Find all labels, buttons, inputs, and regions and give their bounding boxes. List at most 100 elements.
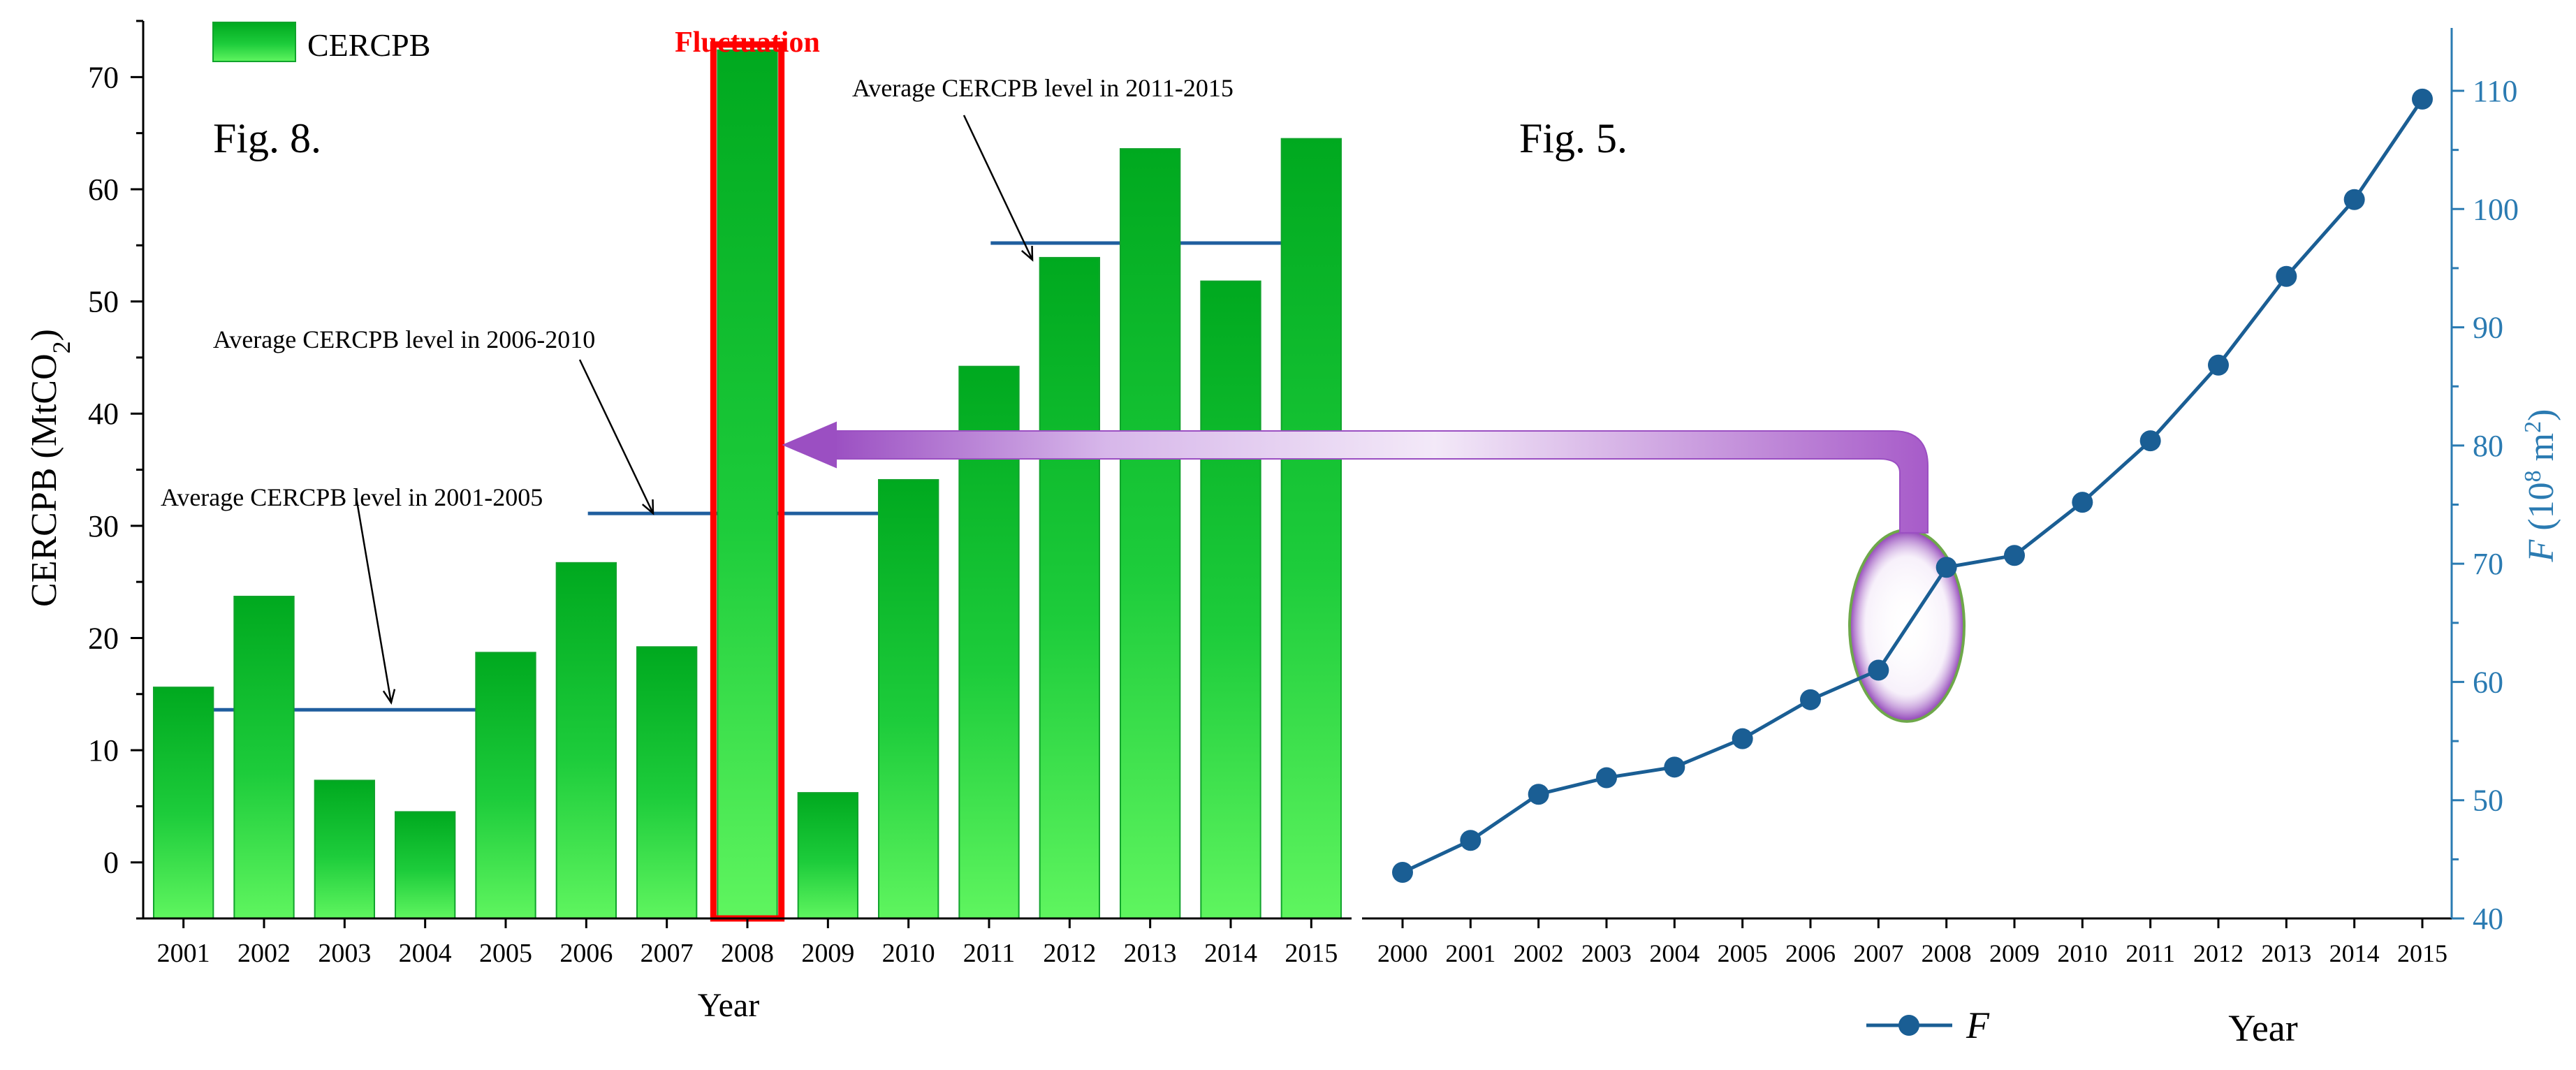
x-tick-label: 2002 <box>1514 939 1564 967</box>
bar-2006 <box>555 562 617 919</box>
x-tick-label: 2006 <box>559 939 613 968</box>
average-pointer <box>963 115 1034 261</box>
y-tick-label: 40 <box>2473 902 2503 936</box>
x-tick-label: 2008 <box>721 939 774 968</box>
average-label-2011-2015: Average CERCPB level in 2011-2015 <box>852 74 1234 102</box>
bar-2013 <box>1119 148 1181 919</box>
series-line-f <box>1401 98 2424 874</box>
x-tick-label: 2011 <box>963 939 1016 968</box>
x-tick-label: 2003 <box>318 939 371 968</box>
x-tick-label: 2003 <box>1581 939 1632 967</box>
x-tick-label: 2002 <box>237 939 291 968</box>
x-tick-label: 2001 <box>1445 939 1495 967</box>
y-tick-label: 10 <box>88 733 119 768</box>
right-x-axis-title: Year <box>2228 1007 2298 1049</box>
average-pointer <box>578 359 654 514</box>
x-tick-label: 2015 <box>2397 939 2447 967</box>
point-2014 <box>2343 189 2365 210</box>
f-line-chart: 2000 2001 2002 2003 2004 2005 2006 2007 2008 2009… <box>1362 28 2561 1049</box>
y-tick-label: 70 <box>88 60 119 94</box>
bar-2007 <box>636 646 698 919</box>
legend-marker <box>1898 1015 1919 1036</box>
average-label-2006-2010: Average CERCPB level in 2006-2010 <box>213 325 595 353</box>
y-tick-label: 80 <box>2473 429 2503 463</box>
x-tick-label: 2012 <box>1043 939 1096 968</box>
point-2013 <box>2276 265 2297 287</box>
point-2000 <box>1392 861 1413 883</box>
average-label-2001-2005: Average CERCPB level in 2001-2005 <box>161 483 543 511</box>
legend-f: F <box>1866 1004 1990 1046</box>
average-pointer-head <box>1021 245 1034 262</box>
y-tick-label: 40 <box>88 397 119 431</box>
left-y-ticks: 0 10 20 30 40 50 60 70 <box>88 20 143 920</box>
y-tick-label: 60 <box>2473 665 2503 699</box>
fluctuation-label: Fluctuation <box>675 27 820 59</box>
fig5-label: Fig. 5. <box>1519 115 1627 161</box>
point-2010 <box>2072 492 2093 513</box>
legend-cercpb: CERCPB <box>212 22 430 63</box>
right-y-ticks: 40 50 60 70 80 90 100 110 <box>2452 74 2519 936</box>
bars <box>152 41 1342 922</box>
legend-label: CERCPB <box>307 27 430 63</box>
y-tick-label: 0 <box>103 846 119 880</box>
x-tick-label: 2013 <box>1124 939 1177 968</box>
fig8-label: Fig. 8. <box>213 115 321 161</box>
x-tick-label: 2009 <box>1989 939 2040 967</box>
x-tick-label: 2007 <box>1853 939 1903 967</box>
left-y-axis-title: CERCPB (MtCO2) <box>24 329 75 607</box>
x-tick-label: 2014 <box>2329 939 2380 967</box>
legend-label-f: F <box>1966 1004 1990 1046</box>
point-2003 <box>1596 767 1617 789</box>
x-tick-label: 2006 <box>1785 939 1836 967</box>
x-tick-label: 2010 <box>882 939 935 968</box>
point-2009 <box>2004 545 2025 566</box>
y-tick-label: 100 <box>2473 192 2519 226</box>
y-tick-label: 110 <box>2473 74 2517 108</box>
x-tick-label: 2012 <box>2193 939 2244 967</box>
point-2004 <box>1664 756 1685 778</box>
point-2001 <box>1460 830 1481 851</box>
bar-2001 <box>152 687 214 919</box>
x-tick-label: 2010 <box>2057 939 2107 967</box>
x-tick-label: 2005 <box>479 939 532 968</box>
x-tick-label: 2009 <box>801 939 854 968</box>
x-tick-label: 2015 <box>1285 939 1338 968</box>
x-tick-label: 2014 <box>1204 939 1257 968</box>
x-tick-label: 2005 <box>1718 939 1768 967</box>
point-2012 <box>2208 354 2229 376</box>
left-x-ticks: 2001 2002 2003 2004 2005 2006 2007 2008 2009 2010… <box>157 918 1338 968</box>
x-tick-label: 2008 <box>1922 939 1972 967</box>
y-tick-label: 70 <box>2473 547 2503 581</box>
point-2002 <box>1528 784 1549 805</box>
x-tick-label: 2013 <box>2261 939 2311 967</box>
point-2006 <box>1800 689 1821 710</box>
y-tick-label: 20 <box>88 621 119 655</box>
bar-2003 <box>314 779 376 920</box>
average-annotations: Average CERCPB level in 2001-2005 Average… <box>161 74 1234 705</box>
average-pointer-head <box>382 689 396 705</box>
point-2007 <box>1868 659 1889 681</box>
y-tick-label: 30 <box>88 509 119 543</box>
right-y-axis-title: F (108 m2) <box>2520 409 2562 563</box>
link-arrow-head <box>782 421 837 469</box>
bar-2010 <box>877 478 939 919</box>
y-tick-label: 90 <box>2473 311 2503 345</box>
average-pointer-head <box>641 499 654 515</box>
bar-2009 <box>797 792 859 919</box>
point-2008 <box>1935 557 1957 578</box>
average-pointer <box>355 497 393 703</box>
bar-2005 <box>475 652 536 919</box>
point-2005 <box>1732 728 1753 749</box>
left-x-axis-title: Year <box>698 987 759 1024</box>
x-tick-label: 2001 <box>157 939 210 968</box>
right-x-ticks: 2000 2001 2002 2003 2004 2005 2006 2007 2008 2009… <box>1377 918 2447 967</box>
legend-swatch <box>212 22 296 62</box>
series-f <box>1392 88 2433 883</box>
point-2015 <box>2412 88 2433 110</box>
point-2011 <box>2139 430 2161 452</box>
bar-2008 <box>717 49 778 920</box>
x-tick-label: 2004 <box>1649 939 1699 967</box>
link-arrow <box>782 421 1929 534</box>
cercpb-bar-chart: Average CERCPB level in 2001-2005 Average… <box>24 20 1352 1024</box>
